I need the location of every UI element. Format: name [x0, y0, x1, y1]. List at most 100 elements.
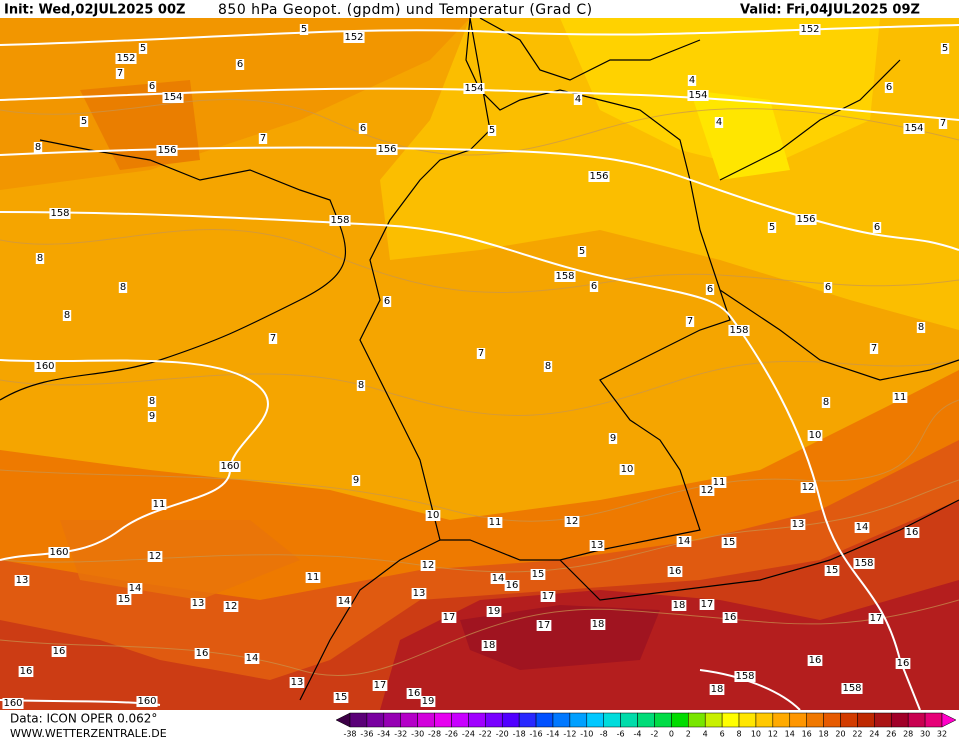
label-box — [823, 282, 833, 293]
temperature-label: 6 — [149, 81, 155, 92]
label-box — [573, 94, 583, 105]
temperature-label: 19 — [422, 696, 435, 707]
colorbar-label: -26 — [445, 730, 458, 739]
geopotential-label: 160 — [137, 696, 156, 707]
temperature-label: 16 — [897, 658, 910, 669]
label-box — [807, 655, 823, 666]
label-box — [667, 566, 683, 577]
temperature-label: 6 — [591, 281, 597, 292]
colorbar-label: 6 — [720, 730, 725, 739]
label-box — [79, 116, 89, 127]
colorbar-label: -12 — [563, 730, 576, 739]
temperature-label: 8 — [35, 142, 41, 153]
label-box — [884, 82, 894, 93]
label-box — [938, 118, 948, 129]
label-box — [156, 145, 178, 156]
label-box — [420, 696, 436, 707]
contour-labels: 5 5 5 5 5 5 5 7 6 6 4 4 4 6 7 8 7 6 8 8 8 6 6 6 6 7 8 7 6 7 7 8 8 8 9 8 11 9 1… — [2, 24, 950, 709]
temperature-label: 15 — [826, 565, 839, 576]
label-box — [588, 171, 610, 182]
colorbar-box — [738, 712, 757, 728]
label-box — [676, 536, 692, 547]
colorbar-label: 12 — [768, 730, 778, 739]
colorbar-label: -10 — [580, 730, 593, 739]
geopotential-label: 152 — [116, 53, 135, 64]
temperature-label: 13 — [591, 540, 604, 551]
label-box — [420, 560, 436, 571]
label-box — [824, 565, 840, 576]
label-box — [490, 573, 506, 584]
temperature-label: 16 — [196, 648, 209, 659]
label-box — [734, 671, 756, 682]
temperature-label: 4 — [716, 117, 722, 128]
label-box — [343, 32, 365, 43]
temperature-label: 6 — [886, 82, 892, 93]
website: WWW.WETTERZENTRALE.DE — [10, 727, 167, 740]
colorbar-box — [518, 712, 537, 728]
colorbar-box — [417, 712, 435, 728]
geopotential-label: 156 — [796, 214, 815, 225]
geopotential-label: 158 — [555, 271, 574, 282]
colorbar-label: 8 — [736, 730, 741, 739]
temperature-label: 14 — [492, 573, 505, 584]
colorbar-label: 16 — [802, 730, 812, 739]
temperature-label: 7 — [117, 68, 123, 79]
temperature-label: 17 — [701, 599, 714, 610]
colorbar-box — [349, 712, 368, 728]
data-source: Data: ICON OPER 0.062° — [10, 712, 157, 726]
colorbar-label: -30 — [411, 730, 424, 739]
geopotential-label: 152 — [344, 32, 363, 43]
label-box — [299, 24, 309, 35]
map-title: 850 hPa Geopot. (gpdm) und Temperatur (G… — [218, 2, 593, 18]
label-box — [33, 142, 43, 153]
label-box — [127, 583, 143, 594]
label-box — [329, 215, 351, 226]
geopotential-label: 154 — [163, 92, 182, 103]
label-box — [721, 537, 737, 548]
geopotential-label: 160 — [3, 698, 22, 709]
label-box — [481, 640, 497, 651]
temp-region — [60, 520, 300, 600]
colorbar-label: 2 — [686, 730, 691, 739]
temperature-label: 7 — [871, 343, 877, 354]
colorbar-box — [366, 712, 385, 728]
colorbar-box — [569, 712, 588, 728]
temperature-label: 6 — [237, 59, 243, 70]
colorbar-box — [857, 712, 875, 728]
temperature-label: 5 — [769, 222, 775, 233]
temperature-label: 11 — [153, 499, 166, 510]
temperature-label: 16 — [906, 527, 919, 538]
label-box — [147, 551, 163, 562]
label-box — [577, 246, 587, 257]
label-box — [476, 348, 486, 359]
label-box — [406, 688, 422, 699]
geopotential-label: 156 — [377, 144, 396, 155]
colorbar-label: 0 — [669, 730, 674, 739]
label-box — [589, 540, 605, 551]
init-time: Init: Wed,02JUL2025 00Z — [4, 3, 185, 18]
colorbar-box — [654, 712, 672, 728]
geopotential-label: 156 — [157, 145, 176, 156]
colorbar-label: 28 — [903, 730, 913, 739]
colorbar-label: 22 — [852, 730, 862, 739]
label-box — [49, 208, 71, 219]
label-box — [940, 43, 950, 54]
temperature-label: 17 — [443, 612, 456, 623]
label-box — [554, 271, 576, 282]
temperature-label: 13 — [413, 588, 426, 599]
label-box — [543, 361, 553, 372]
temperature-label: 15 — [118, 594, 131, 605]
label-box — [487, 125, 497, 136]
temperature-label: 16 — [408, 688, 421, 699]
colorbar-box — [637, 712, 655, 728]
temperature-label: 9 — [353, 475, 359, 486]
label-box — [138, 43, 148, 54]
label-box — [671, 600, 687, 611]
label-box — [14, 575, 30, 586]
label-box — [711, 477, 727, 488]
borders — [0, 17, 959, 701]
colorbar-box — [501, 712, 520, 728]
temperature-label: 8 — [64, 310, 70, 321]
temperature-label: 14 — [856, 522, 869, 533]
temperature-label: 18 — [483, 640, 496, 651]
